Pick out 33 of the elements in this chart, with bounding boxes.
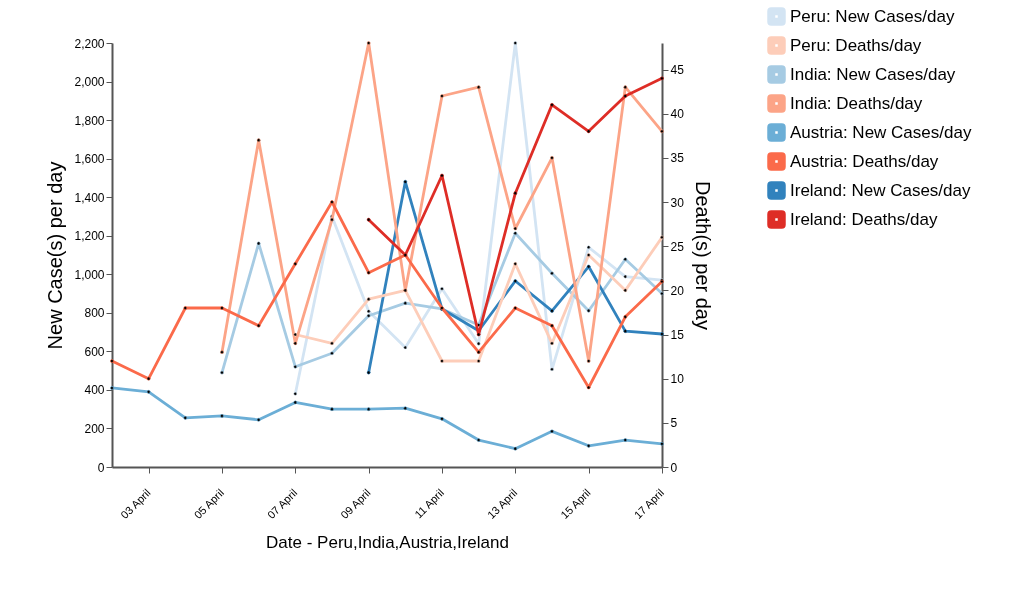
y2-tick-label: 30 (670, 195, 685, 210)
x-axis-title: Date - Peru,India,Austria,Ireland (266, 533, 509, 553)
y-tick-label: 600 (84, 344, 105, 359)
y2-tick-label: 10 (670, 372, 685, 387)
y2-tick-label: 25 (670, 239, 685, 254)
y-tick-label: 1,800 (74, 113, 105, 128)
y-tick-label: 1,600 (74, 152, 105, 167)
legend-label: Peru: New Cases/day (790, 6, 955, 26)
y2-tick-label: 45 (670, 63, 685, 77)
legend-label: India: New Cases/day (790, 64, 956, 84)
y-tick-label: 0 (97, 460, 105, 475)
y2-tick-label: 20 (670, 283, 685, 298)
legend-label: Peru: Deaths/day (790, 35, 922, 55)
y2-axis-title: Death(s) per day (691, 181, 714, 330)
y-tick-label: 2,200 (74, 36, 105, 51)
y-tick-label: 1,000 (74, 267, 105, 282)
y-tick-label: 1,200 (74, 229, 105, 244)
legend-label: India: Deaths/day (790, 93, 923, 113)
y2-tick-label: 40 (670, 107, 685, 122)
y-tick-label: 200 (84, 421, 105, 436)
legend-label: Ireland: Deaths/day (790, 209, 938, 229)
y-tick-label: 2,000 (74, 75, 105, 90)
legend-label: Austria: Deaths/day (790, 151, 939, 171)
legend-label: Austria: New Cases/day (790, 122, 972, 142)
y2-tick-label: 15 (670, 328, 685, 342)
y-tick-label: 800 (84, 306, 105, 321)
y-axis-title: New Case(s) per day (44, 161, 67, 350)
y2-tick-label: 5 (670, 416, 678, 431)
legend-label: Ireland: New Cases/day (790, 180, 971, 200)
y2-tick-label: 0 (670, 460, 678, 475)
y-tick-label: 1,400 (74, 190, 105, 205)
y2-tick-label: 35 (670, 151, 685, 166)
y-tick-label: 400 (84, 383, 105, 398)
